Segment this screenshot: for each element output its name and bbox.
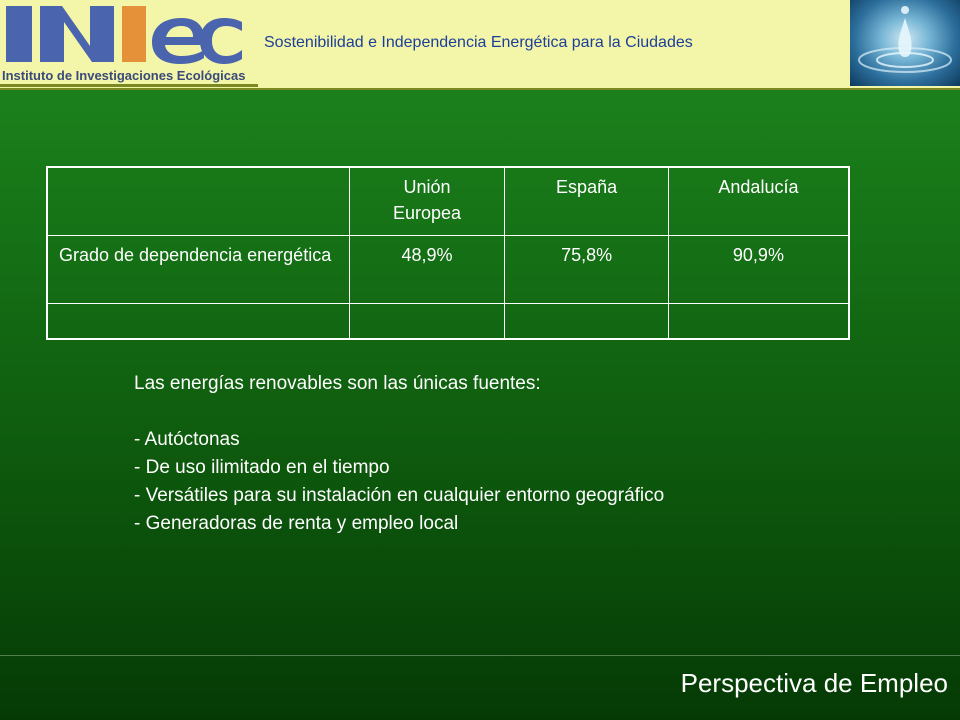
header-divider [0,88,960,90]
table-header-cell: Unión Europea [348,166,506,236]
list-item: - Generadoras de renta y empleo local [134,513,459,534]
table-header-cell [46,166,350,236]
table-cell: 48,9% [348,234,506,304]
section-title: Perspectiva de Empleo [680,668,948,698]
header-banner: Instituto de Investigaciones Ecológicas … [0,0,960,88]
iniec-logo [0,6,258,87]
table-row-label: Grado de dependencia energética [46,234,350,304]
renewables-list: Las energías renovables son las únicas f… [134,370,664,538]
table-row-label [46,302,350,340]
table-header-text: Unión Europea [392,177,461,223]
energy-dependence-table: Unión Europea España Andalucía Grado de … [46,166,850,340]
footer-divider [0,655,960,656]
list-item: - Versátiles para su instalación en cual… [134,485,665,506]
logo-caption: Instituto de Investigaciones Ecológicas [2,68,246,83]
table-row [46,302,850,340]
table-row: Grado de dependencia energética 48,9% 75… [46,234,850,304]
table-cell: 75,8% [504,234,669,304]
table-header-cell: Andalucía [667,166,850,236]
table-cell [504,302,669,340]
water-drop-image [850,0,960,86]
list-item: - De uso ilimitado en el tiempo [134,457,390,478]
table-header-row: Unión Europea España Andalucía [46,166,850,236]
table-cell: 90,9% [667,234,850,304]
table-cell [667,302,850,340]
water-drop-icon [858,6,952,73]
table-header-cell: España [504,166,669,236]
header-tagline: Sostenibilidad e Independencia Energétic… [264,34,693,51]
table-cell [348,302,506,340]
list-item: - Autóctonas [134,429,240,450]
list-intro: Las energías renovables son las únicas f… [134,373,541,394]
